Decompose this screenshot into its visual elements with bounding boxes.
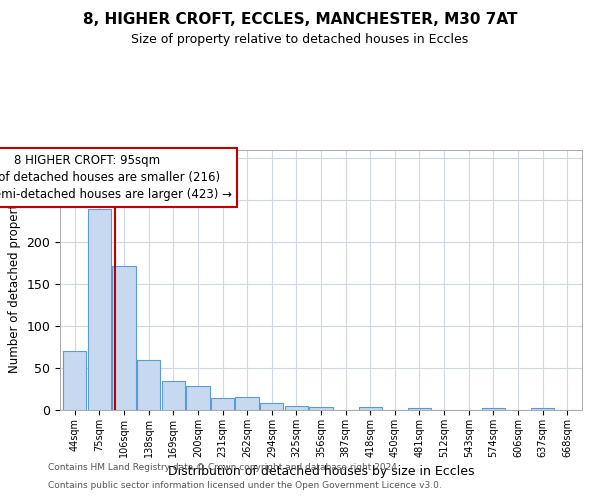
Bar	[211, 398, 234, 410]
Bar	[235, 396, 259, 410]
Text: Contains public sector information licensed under the Open Government Licence v3: Contains public sector information licen…	[48, 481, 442, 490]
Bar	[137, 360, 160, 410]
Bar	[161, 380, 185, 410]
Bar	[63, 352, 86, 410]
Bar	[408, 408, 431, 410]
Bar	[284, 406, 308, 410]
Text: Contains HM Land Registry data © Crown copyright and database right 2024.: Contains HM Land Registry data © Crown c…	[48, 464, 400, 472]
Text: Size of property relative to detached houses in Eccles: Size of property relative to detached ho…	[131, 32, 469, 46]
Bar	[310, 406, 332, 410]
Y-axis label: Number of detached properties: Number of detached properties	[8, 187, 21, 373]
Bar	[186, 386, 209, 410]
X-axis label: Distribution of detached houses by size in Eccles: Distribution of detached houses by size …	[168, 466, 474, 478]
Bar	[531, 408, 554, 410]
Bar	[260, 404, 283, 410]
Text: 8, HIGHER CROFT, ECCLES, MANCHESTER, M30 7AT: 8, HIGHER CROFT, ECCLES, MANCHESTER, M30…	[83, 12, 517, 28]
Text: 8 HIGHER CROFT: 95sqm
← 33% of detached houses are smaller (216)
65% of semi-det: 8 HIGHER CROFT: 95sqm ← 33% of detached …	[0, 154, 232, 201]
Bar	[359, 406, 382, 410]
Bar	[482, 408, 505, 410]
Bar	[112, 266, 136, 410]
Bar	[88, 208, 111, 410]
